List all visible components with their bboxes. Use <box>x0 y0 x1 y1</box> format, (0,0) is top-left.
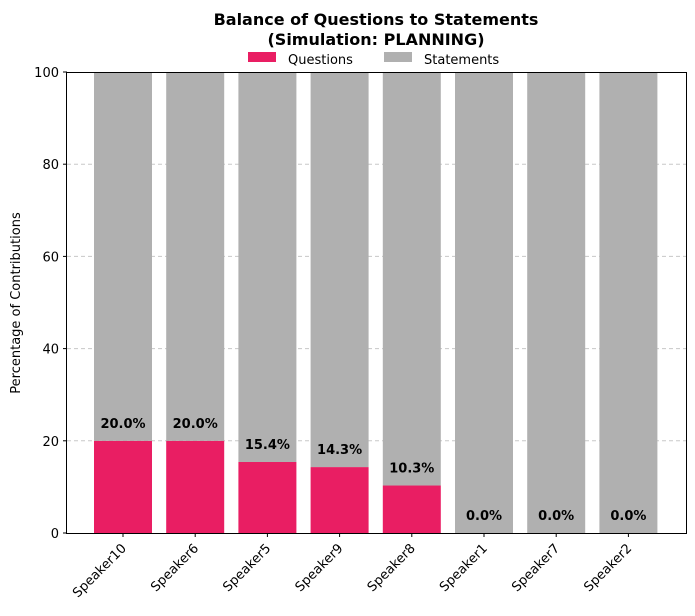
bar-questions-speaker5 <box>238 462 297 533</box>
x-tick-label-speaker1: Speaker1 <box>437 541 491 595</box>
bar-questions-speaker10 <box>94 440 152 533</box>
data-labels: 20.0% 20.0% 15.4% 14.3% 10.3% 0.0% 0.0% 0.0% <box>100 417 646 524</box>
y-axis: 0 20 40 60 80 100 <box>34 66 67 542</box>
bar-questions-speaker9 <box>310 467 369 533</box>
y-tick-label-60: 60 <box>42 250 59 265</box>
legend-swatch-questions <box>248 52 276 62</box>
gridlines <box>67 163 686 442</box>
data-label-speaker7: 0.0% <box>538 509 574 524</box>
data-label-speaker1: 0.0% <box>466 509 502 524</box>
legend-label-questions: Questions <box>288 53 353 68</box>
x-tick-label-speaker5: Speaker5 <box>220 541 274 595</box>
y-tick-label-40: 40 <box>42 343 59 358</box>
legend-swatch-statements <box>384 52 412 62</box>
x-tick-label-speaker8: Speaker8 <box>365 541 419 595</box>
bar-statements-speaker8 <box>382 72 441 486</box>
y-tick-label-0: 0 <box>51 527 59 542</box>
chart-title-line1: Balance of Questions to Statements <box>214 10 539 29</box>
y-axis-label: Percentage of Contributions <box>9 212 24 394</box>
data-label-speaker10: 20.0% <box>100 417 145 432</box>
chart-title-line2: (Simulation: PLANNING) <box>267 30 484 49</box>
bar-questions-speaker8 <box>382 485 441 533</box>
y-tick-label-80: 80 <box>42 158 59 173</box>
data-label-speaker9: 14.3% <box>317 443 362 458</box>
x-axis: Speaker10 Speaker6 Speaker5 Speaker9 Speaker… <box>70 533 635 601</box>
bar-statements-speaker5 <box>238 72 297 463</box>
data-label-speaker8: 10.3% <box>389 462 434 477</box>
x-tick-label-speaker6: Speaker6 <box>148 541 202 595</box>
bar-statements-speaker7 <box>527 72 586 533</box>
x-tick-label-speaker9: Speaker9 <box>293 541 347 595</box>
x-tick-label-speaker2: Speaker2 <box>581 541 635 595</box>
bar-statements-speaker1 <box>455 72 513 533</box>
bar-statements-speaker10 <box>94 72 152 441</box>
bar-statements-speaker2 <box>599 72 658 533</box>
plot-frame <box>66 72 687 534</box>
bar-statements-speaker9 <box>310 72 369 468</box>
legend-label-statements: Statements <box>424 53 499 68</box>
data-label-speaker6: 20.0% <box>173 417 218 432</box>
bar-statements-speaker6 <box>166 72 225 441</box>
x-tick-label-speaker7: Speaker7 <box>509 541 563 595</box>
data-label-speaker2: 0.0% <box>610 509 646 524</box>
y-tick-label-100: 100 <box>34 66 59 81</box>
legend: Questions Statements <box>248 52 499 68</box>
x-tick-label-speaker10: Speaker10 <box>70 541 130 601</box>
y-tick-label-20: 20 <box>42 435 59 450</box>
data-label-speaker5: 15.4% <box>245 438 290 453</box>
bar-questions-speaker6 <box>166 440 225 533</box>
bars <box>94 72 658 533</box>
